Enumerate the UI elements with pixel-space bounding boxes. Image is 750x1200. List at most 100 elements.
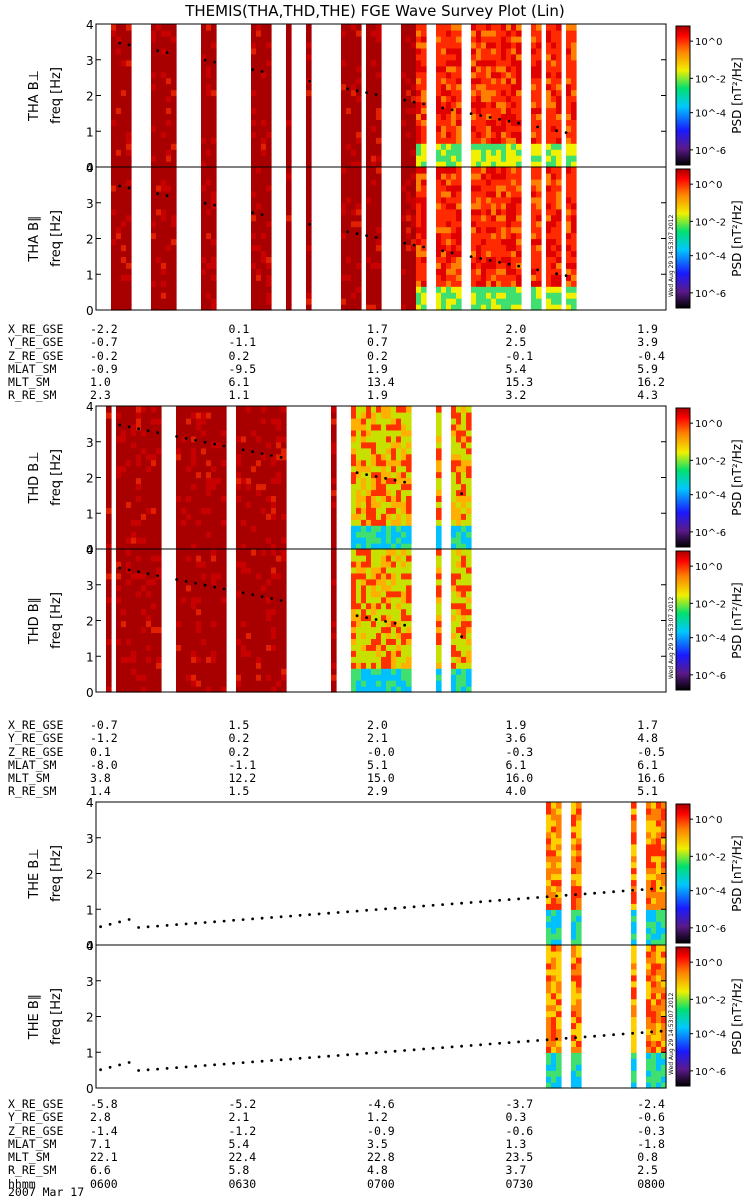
timestamp-stamp: Wed Aug 29 14:53:07 2012 <box>668 992 675 1075</box>
ephemeris-value: 15.3 <box>505 375 534 390</box>
ephemeris-value: 2.3 <box>90 388 111 403</box>
ephemeris-value: 2.8 <box>90 1110 111 1125</box>
ephemeris-value: -1.1 <box>228 757 257 772</box>
y-tick-label: 2 <box>86 233 94 247</box>
panel-label: THD B∥ <box>27 597 42 645</box>
ephemeris-value: -5.2 <box>228 1097 257 1111</box>
freq-axis-label: freq [Hz] <box>49 449 64 506</box>
colorbar-tick: 10^-2 <box>695 217 726 228</box>
y-tick-label: 0 <box>86 1082 94 1096</box>
colorbar-tick: 10^-4 <box>695 109 726 120</box>
ephemeris-value: -1.2 <box>90 731 118 746</box>
y-tick-label: 1 <box>86 650 94 664</box>
y-tick-label: 3 <box>86 197 94 211</box>
ephemeris-value: 6.1 <box>505 757 527 772</box>
gyrofrequency-trace <box>99 1029 663 1072</box>
colorbar <box>675 550 691 691</box>
ephemeris-value: -9.5 <box>228 361 257 376</box>
colorbar-tick: 10^0 <box>695 815 722 826</box>
colorbar-label: PSD [nT²/Hz] <box>730 978 744 1054</box>
ephemeris-column: 2.0 2.1 -0.0 5.1 15.0 2.9 <box>367 718 395 799</box>
ephemeris-value: 0700 <box>367 1176 395 1191</box>
ephemeris-value: 0.2 <box>228 731 250 746</box>
ephemeris-value: 1.5 <box>228 784 250 799</box>
freq-axis-label: freq [Hz] <box>49 592 64 649</box>
timestamp-stamp: Wed Aug 29 14:53:07 2012 <box>668 214 675 297</box>
colorbar-tick: 10^0 <box>695 419 722 430</box>
ephemeris-value: 0.3 <box>505 1110 527 1125</box>
colorbar-tick: 10^-4 <box>695 252 726 263</box>
ephemeris-value: -0.7 <box>90 718 118 732</box>
ephemeris-label: R_RE_SM <box>8 388 57 403</box>
colorbar-label: PSD [nT²/Hz] <box>730 835 744 911</box>
ephemeris-value: 0730 <box>505 1176 534 1191</box>
y-tick-label: 3 <box>86 54 94 68</box>
ephemeris-value: 1.0 <box>90 375 111 390</box>
ephemeris-value: 13.4 <box>367 375 395 390</box>
ephemeris-value: 16.0 <box>505 771 534 786</box>
ephemeris-value: 0.7 <box>367 335 388 350</box>
ephemeris-value: -3.7 <box>505 1097 534 1111</box>
ephemeris-value: 0600 <box>90 1176 118 1191</box>
y-tick-label: 2 <box>86 615 94 629</box>
ephemeris-value: 1.9 <box>367 361 388 376</box>
colorbar-tick: 10^-6 <box>695 924 726 935</box>
ephemeris-value: 6.1 <box>637 757 658 772</box>
colorbar-tick: 10^-2 <box>695 74 726 85</box>
colorbar <box>675 803 691 944</box>
ephemeris-labels: X_RE_GSE Y_RE_GSE Z_RE_GSE MLAT_SM MLT_SM R_R… <box>8 718 63 799</box>
freq-axis-label: freq [Hz] <box>49 988 64 1045</box>
panel-label: THD B⊥ <box>27 451 42 504</box>
ephemeris-value: 2.5 <box>637 1163 658 1178</box>
ephemeris-value: -0.1 <box>505 348 534 363</box>
y-tick-label: 1 <box>86 125 94 139</box>
ephemeris-column: -5.2 2.1 -1.2 5.4 22.4 5.8 0630 <box>228 1097 257 1191</box>
colorbar <box>675 25 691 166</box>
ephemeris-value: 4.8 <box>367 1163 388 1178</box>
y-tick-label: 0 <box>86 161 94 175</box>
colorbar-tick: 10^-4 <box>695 634 726 645</box>
y-tick-label: 2 <box>86 1011 94 1025</box>
ephemeris-value: 6.1 <box>228 375 250 390</box>
ephemeris-label: Y_RE_GSE <box>8 1110 64 1125</box>
ephemeris-label: MLT_SM <box>8 771 50 786</box>
ephemeris-column: -2.4 -0.6 -0.3 -1.8 0.8 2.5 0800 <box>637 1097 665 1191</box>
y-tick-label: 2 <box>86 90 94 104</box>
ephemeris-value: -0.4 <box>637 348 665 363</box>
ephemeris-value: -0.3 <box>637 1123 665 1138</box>
panel-label: THE B⊥ <box>27 848 42 899</box>
colorbar-tick: 10^0 <box>695 37 722 48</box>
colorbar-tick: 10^-2 <box>695 852 726 863</box>
ephemeris-label: Z_RE_GSE <box>8 348 64 363</box>
y-tick-label: 1 <box>86 268 94 282</box>
y-tick-label: 3 <box>86 436 94 450</box>
gyrofrequency-trace <box>118 184 568 277</box>
ephemeris-value: 7.1 <box>90 1136 111 1151</box>
ephemeris-column: -4.6 1.2 -0.9 3.5 22.8 4.8 0700 <box>367 1097 395 1191</box>
panel-label: THA B∥ <box>27 215 42 262</box>
colorbar-tick: 10^-6 <box>695 528 726 539</box>
y-tick-label: 0 <box>86 304 94 318</box>
y-tick-label: 1 <box>86 903 94 917</box>
spectrogram-the-par <box>546 945 667 1089</box>
ephemeris-value: 0.1 <box>90 744 111 759</box>
ephemeris-value: -0.5 <box>637 744 665 759</box>
colorbar-tick: 10^0 <box>695 180 722 191</box>
ephemeris-label: X_RE_GSE <box>8 322 64 336</box>
ephemeris-label: Z_RE_GSE <box>8 1123 64 1138</box>
colorbar-label: PSD [nT²/Hz] <box>730 57 744 133</box>
ephemeris-value: 16.2 <box>637 375 665 390</box>
y-tick-label: 4 <box>86 400 94 414</box>
colorbar-tick: 10^-6 <box>695 671 726 682</box>
ephemeris-value: 2.0 <box>505 322 527 336</box>
ephemeris-value: 0.2 <box>228 744 250 759</box>
ephemeris-column: 1.5 0.2 0.2 -1.1 12.2 1.5 <box>228 718 257 799</box>
freq-axis-label: freq [Hz] <box>49 845 64 902</box>
ephemeris-value: -0.6 <box>505 1123 534 1138</box>
ephemeris-label: MLT_SM <box>8 1150 50 1165</box>
ephemeris-value: -0.7 <box>90 335 118 350</box>
ephemeris-column: 0.1 -1.1 0.2 -9.5 6.1 1.1 <box>228 322 257 403</box>
colorbar-tick: 10^-6 <box>695 289 726 300</box>
y-tick-label: 4 <box>86 161 94 175</box>
ephemeris-value: -0.9 <box>367 1123 395 1138</box>
